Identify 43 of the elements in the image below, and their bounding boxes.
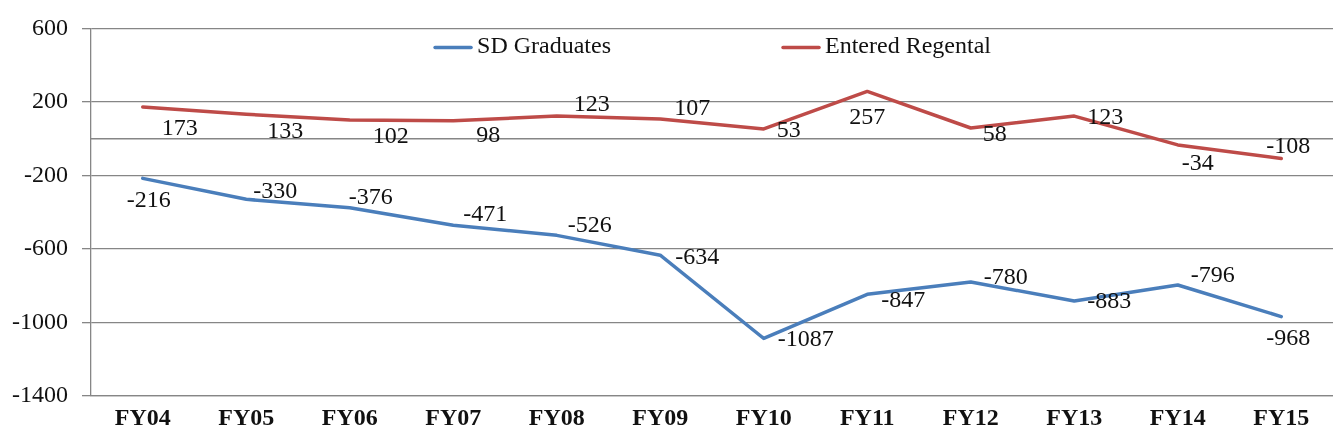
data-label: -108 <box>1266 131 1311 158</box>
data-label: -216 <box>126 185 171 212</box>
x-tick-label: FY11 <box>839 403 895 430</box>
data-label: -376 <box>348 183 393 210</box>
data-label: 123 <box>573 90 610 117</box>
data-label: 53 <box>776 116 801 143</box>
data-label: -330 <box>253 176 298 203</box>
y-tick-label: -600 <box>24 234 68 261</box>
data-label: 107 <box>674 94 711 121</box>
x-tick-label: FY07 <box>425 403 482 430</box>
y-tick-label: 600 <box>32 13 68 40</box>
y-tick-label: -200 <box>24 160 68 187</box>
x-tick-label: FY04 <box>114 403 171 430</box>
data-label: 173 <box>161 114 198 141</box>
data-label: -847 <box>881 285 926 312</box>
data-label: -796 <box>1190 261 1235 288</box>
data-label: -1087 <box>777 324 834 351</box>
y-tick-label: 200 <box>32 87 68 114</box>
data-label: 98 <box>476 120 501 147</box>
x-tick-label: FY10 <box>735 403 792 430</box>
data-label: -34 <box>1181 149 1214 176</box>
x-tick-label: FY08 <box>528 403 585 430</box>
data-label: 58 <box>982 120 1007 147</box>
y-tick-label: -1400 <box>12 381 68 408</box>
y-tick-label: -1000 <box>12 307 68 334</box>
x-tick-label: FY06 <box>321 403 378 430</box>
data-label: -634 <box>675 242 720 269</box>
data-label: 133 <box>267 116 304 143</box>
x-tick-label: FY09 <box>632 403 689 430</box>
data-label: 123 <box>1087 103 1124 130</box>
x-tick-label: FY15 <box>1253 403 1310 430</box>
data-label: -968 <box>1266 323 1311 350</box>
legend-label: Entered Regental <box>825 31 992 58</box>
data-label: 257 <box>849 102 886 129</box>
legend-label: SD Graduates <box>477 31 612 58</box>
data-label: -780 <box>983 263 1028 290</box>
x-tick-label: FY05 <box>218 403 275 430</box>
x-tick-label: FY14 <box>1149 403 1206 430</box>
data-label: -526 <box>567 210 612 237</box>
x-tick-label: FY13 <box>1046 403 1103 430</box>
data-label: -471 <box>463 199 508 226</box>
data-label: 102 <box>372 122 409 149</box>
x-tick-label: FY12 <box>942 403 999 430</box>
